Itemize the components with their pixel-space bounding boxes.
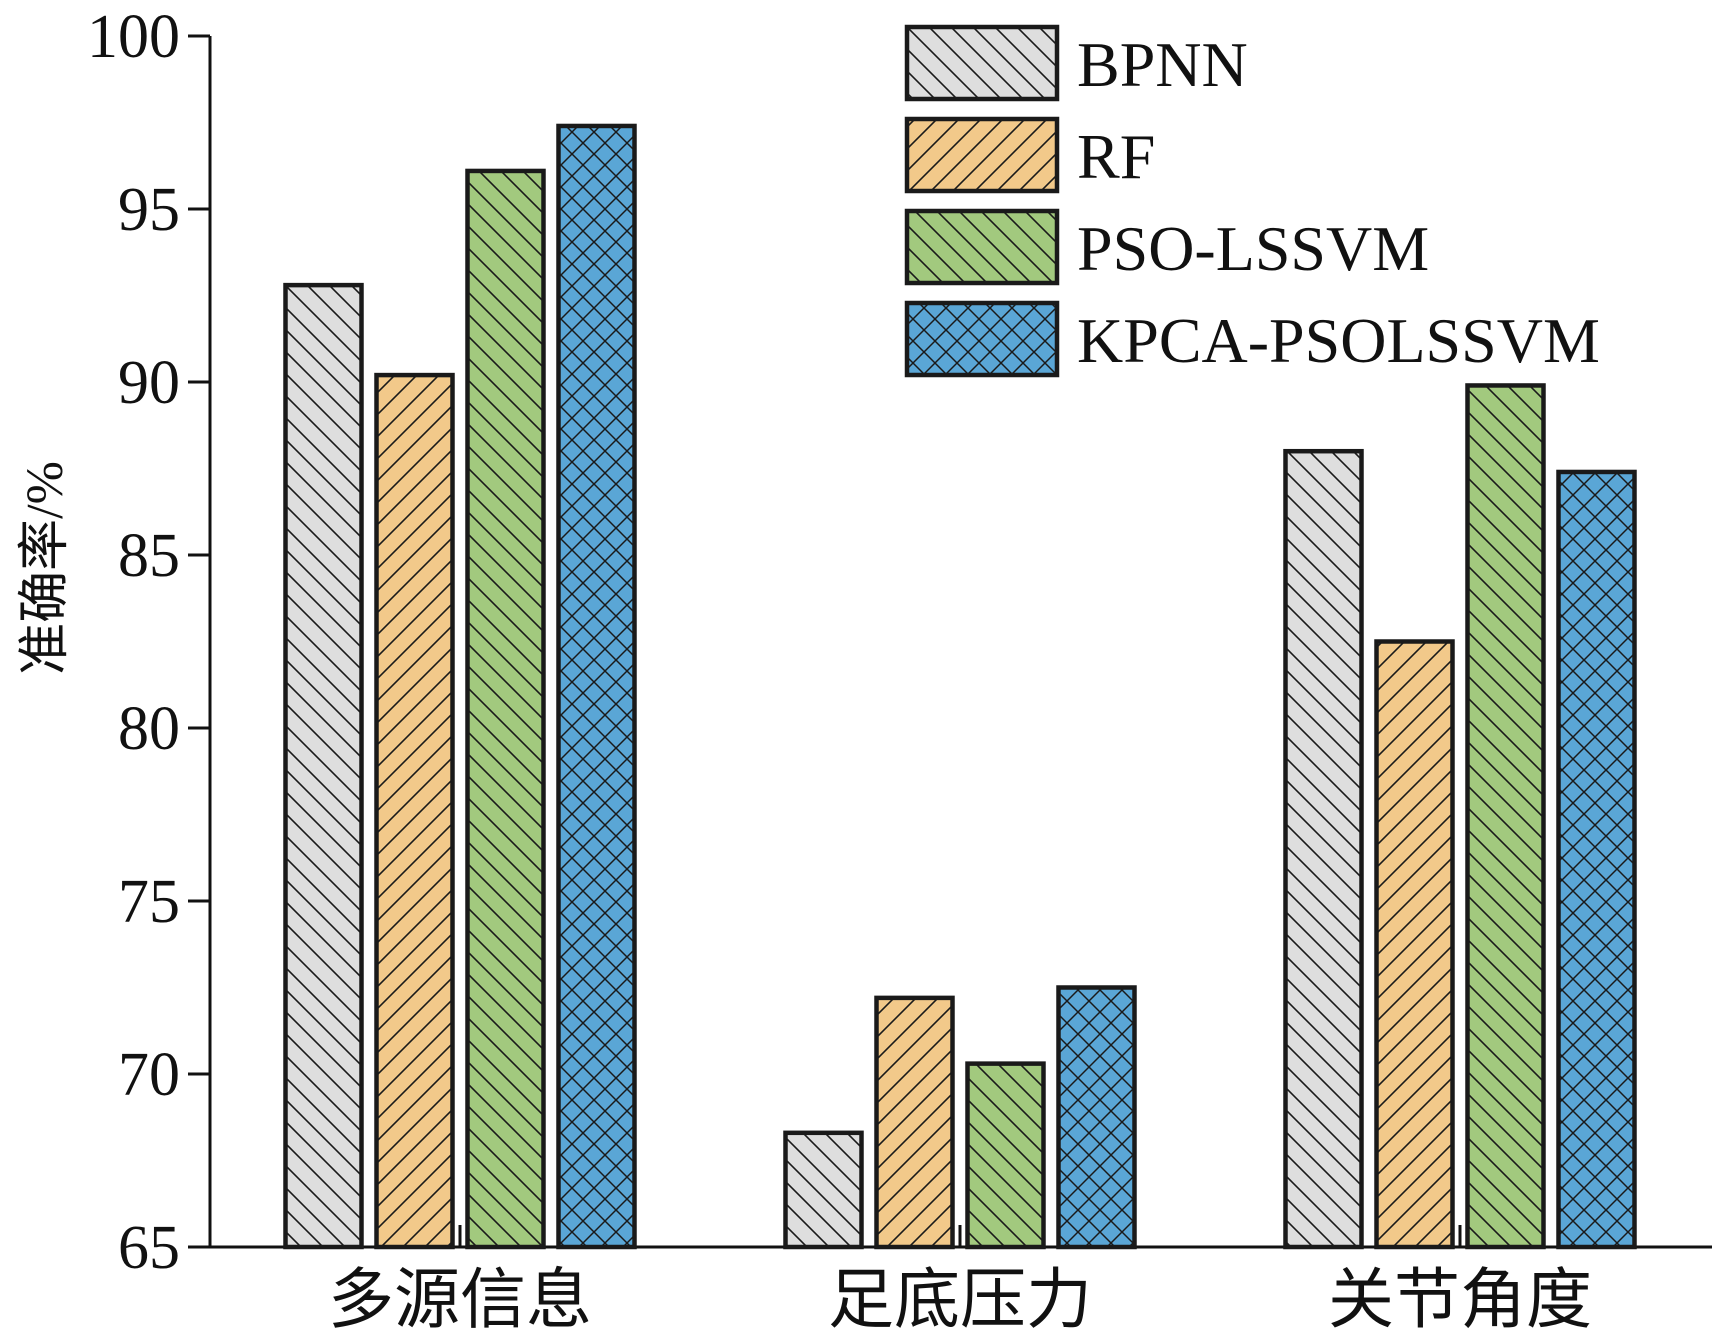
bar bbox=[874, 995, 955, 1250]
y-tick-label: 70 bbox=[118, 1041, 180, 1109]
legend-label: RF bbox=[1077, 121, 1155, 192]
bar bbox=[1465, 383, 1546, 1250]
y-tick-label: 80 bbox=[118, 695, 180, 763]
bars bbox=[283, 123, 1637, 1250]
legend-label: BPNN bbox=[1077, 29, 1248, 100]
bar bbox=[465, 168, 546, 1250]
axes: 65 70 75 80 85 90 95 100 多源信息 足底压力 关节角度 bbox=[87, 3, 1712, 1335]
y-tick-label: 100 bbox=[87, 3, 180, 71]
y-axis-title: 准确率/% bbox=[17, 461, 74, 675]
bar bbox=[783, 1130, 864, 1250]
bar bbox=[556, 123, 637, 1250]
bar bbox=[1374, 639, 1455, 1250]
bar bbox=[1056, 985, 1137, 1250]
bar bbox=[374, 372, 455, 1250]
y-tick-label: 85 bbox=[118, 522, 180, 590]
legend-label: KPCA-PSOLSSVM bbox=[1077, 305, 1600, 376]
legend-label: PSO-LSSVM bbox=[1077, 213, 1429, 284]
y-tick-label: 95 bbox=[118, 176, 180, 244]
bar bbox=[283, 282, 364, 1250]
x-tick-label: 关节角度 bbox=[1328, 1264, 1592, 1335]
y-tick-label: 65 bbox=[118, 1214, 180, 1282]
bar bbox=[965, 1061, 1046, 1250]
x-tick-label: 足底压力 bbox=[828, 1264, 1092, 1335]
legend-swatch bbox=[904, 116, 1060, 194]
y-tick-label: 75 bbox=[118, 868, 180, 936]
bar bbox=[1283, 448, 1364, 1250]
legend-swatch bbox=[904, 24, 1060, 102]
bar bbox=[1556, 469, 1637, 1250]
legend-swatch bbox=[904, 208, 1060, 286]
x-tick-label: 多源信息 bbox=[328, 1264, 592, 1335]
legend-swatch bbox=[904, 300, 1060, 378]
legend: BPNN RF PSO-LSSVM KPCA-PSOLSSVM bbox=[904, 24, 1600, 378]
y-tick-label: 90 bbox=[118, 349, 180, 417]
